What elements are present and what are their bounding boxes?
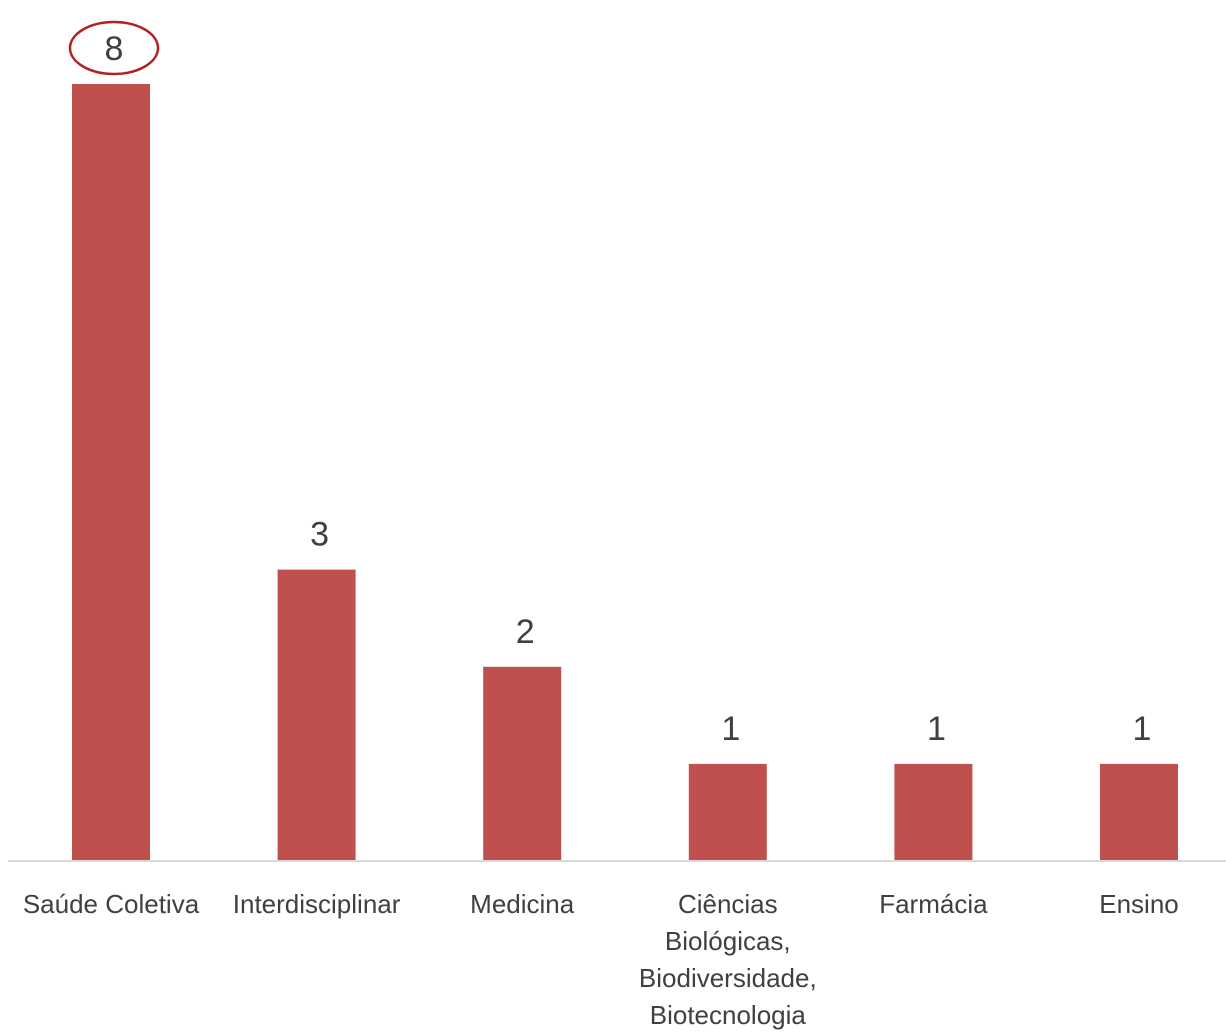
category-label-line: Ensino: [1099, 889, 1179, 919]
value-label-4: 1: [927, 710, 946, 748]
bar-1: [277, 569, 356, 861]
category-label-3: Ciências Biológicas, Biodiversidade, Biotec…: [639, 889, 817, 1030]
category-label-line: Farmácia: [879, 889, 988, 919]
value-label-3: 1: [721, 710, 740, 748]
value-label-0: 8: [105, 30, 124, 68]
bar-5: [1100, 763, 1178, 861]
category-label-4: Farmácia: [879, 889, 988, 919]
bar-3: [688, 763, 767, 861]
value-label-1: 3: [310, 516, 329, 554]
category-label-line: Interdisciplinar: [233, 889, 401, 919]
value-label-2: 2: [516, 613, 535, 651]
category-label-line: Biotecnologia: [650, 1000, 807, 1030]
category-label-line: Biodiversidade,: [639, 963, 817, 993]
bar-0: [72, 84, 150, 861]
category-label-line: Medicina: [470, 889, 575, 919]
bar-4: [894, 763, 973, 861]
category-label-1: Interdisciplinar: [233, 889, 401, 919]
category-label-line: Ciências: [678, 889, 778, 919]
bar-2: [483, 666, 562, 862]
highlight-ring: [68, 20, 160, 76]
category-label-5: Ensino: [1099, 889, 1179, 919]
bars-group: [72, 84, 1178, 862]
value-label-5: 1: [1133, 710, 1152, 748]
category-label-line: Saúde Coletiva: [23, 889, 200, 919]
category-label-line: Biológicas,: [665, 926, 791, 956]
category-labels-group: Saúde Coletiva Interdisciplinar Medicina Ci…: [23, 889, 1179, 1030]
category-label-2: Medicina: [470, 889, 575, 919]
category-label-0: Saúde Coletiva: [23, 889, 200, 919]
value-labels-group: 8 3 2 1 1 1: [68, 20, 1152, 748]
